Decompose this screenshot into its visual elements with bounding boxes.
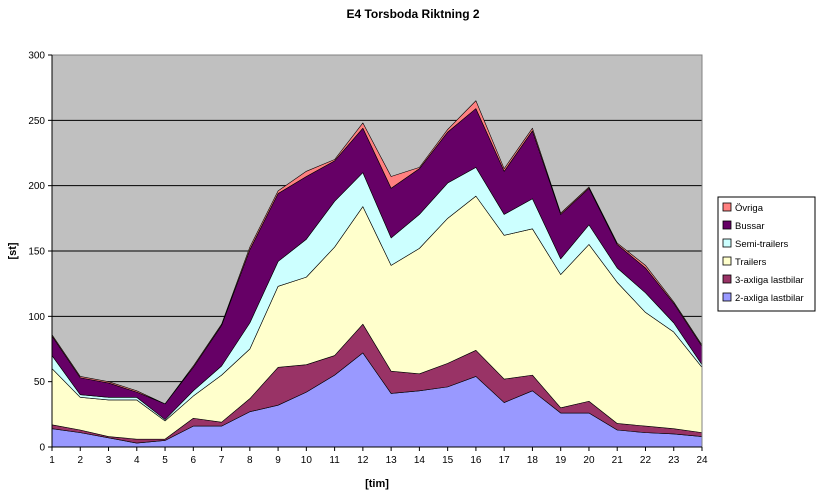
- legend-label-semi-trailers: Semi-trailers: [735, 239, 789, 250]
- x-tick-label: 16: [470, 455, 482, 466]
- y-tick-label: 0: [39, 443, 45, 454]
- legend-label-2-axliga-lastbilar: 2-axliga lastbilar: [735, 293, 804, 304]
- legend-label-3-axliga-lastbilar: 3-axliga lastbilar: [735, 275, 804, 286]
- legend-swatch-2-axliga-lastbilar: [722, 292, 732, 302]
- x-axis-label: [tim]: [365, 478, 389, 490]
- y-tick-label: 100: [28, 312, 45, 323]
- legend-swatch--vriga: [722, 202, 732, 212]
- x-tick-label: 8: [247, 455, 253, 466]
- x-tick-label: 18: [527, 455, 539, 466]
- legend-swatch-semi-trailers: [722, 238, 732, 248]
- chart-title: E4 Torsboda Riktning 2: [346, 7, 479, 21]
- y-axis-label: [st]: [7, 242, 19, 259]
- legend-swatch-trailers: [722, 256, 732, 266]
- x-tick-label: 3: [106, 455, 112, 466]
- x-tick-label: 9: [275, 455, 281, 466]
- x-tick-label: 13: [386, 455, 398, 466]
- y-tick-label: 200: [28, 181, 45, 192]
- x-tick-label: 11: [329, 455, 340, 466]
- x-tick-label: 7: [219, 455, 225, 466]
- x-tick-label: 2: [77, 455, 83, 466]
- legend-label-bussar: Bussar: [735, 221, 765, 232]
- y-axis-ticks: 0 50 100 150 200 250 300: [28, 51, 52, 454]
- x-tick-label: 12: [357, 455, 369, 466]
- legend-box: [717, 196, 816, 312]
- y-tick-label: 50: [34, 377, 46, 388]
- x-tick-label: 24: [696, 455, 708, 466]
- x-tick-label: 10: [301, 455, 313, 466]
- x-tick-label: 21: [612, 455, 624, 466]
- stacked-areas: [51, 100, 703, 448]
- y-tick-label: 250: [28, 116, 45, 127]
- legend-swatch-bussar: [722, 220, 732, 230]
- x-tick-label: 1: [49, 455, 55, 466]
- x-tick-label: 20: [583, 455, 595, 466]
- legend-label-trailers: Trailers: [735, 257, 767, 268]
- x-tick-label: 6: [191, 455, 197, 466]
- legend-label--vriga: Övriga: [735, 203, 764, 214]
- y-tick-label: 300: [28, 51, 45, 62]
- legend-swatch-3-axliga-lastbilar: [722, 274, 732, 284]
- x-tick-label: 4: [134, 455, 140, 466]
- x-axis-ticks: 1 2 3 4 5 6 7 8 9 10 11 12 13 14 15 16 17 18 19 20 21 22 23 24: [49, 447, 708, 466]
- x-tick-label: 5: [162, 455, 168, 466]
- x-tick-label: 22: [640, 455, 652, 466]
- y-tick-label: 150: [28, 247, 45, 258]
- x-tick-label: 23: [668, 455, 680, 466]
- x-tick-label: 15: [442, 455, 454, 466]
- x-tick-label: 17: [499, 455, 511, 466]
- x-tick-label: 14: [414, 455, 426, 466]
- legend: Övriga Bussar Semi-trailers Trailers 3-axlig…: [717, 196, 816, 312]
- x-tick-label: 19: [555, 455, 567, 466]
